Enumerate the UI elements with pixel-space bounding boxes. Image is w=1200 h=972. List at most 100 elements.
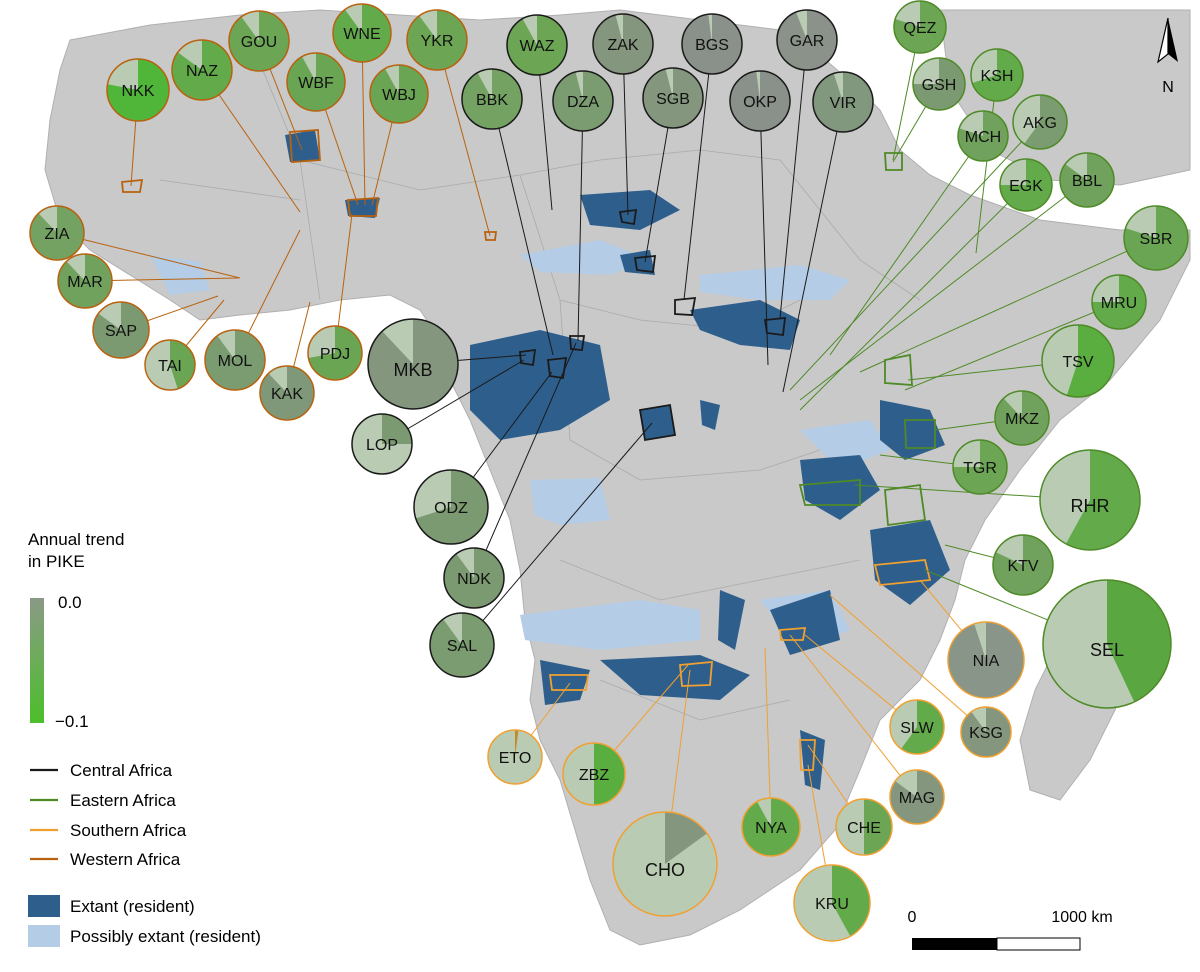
- nia-site-label: NIA: [973, 653, 1000, 670]
- bbk-site-label: BBK: [476, 92, 508, 109]
- mru-site-label: MRU: [1101, 295, 1137, 312]
- qez-site-label: QEZ: [904, 20, 937, 37]
- vir-pie-slice: [833, 72, 843, 102]
- egk-pie-ring: [999, 158, 1053, 212]
- gou-site-label: GOU: [241, 34, 277, 51]
- zia-site-label: ZIA: [45, 226, 70, 243]
- cho-site-pie: CHO: [612, 811, 718, 917]
- bgs-pie-slice: [708, 14, 712, 44]
- bbk-pie-slice: [477, 69, 492, 99]
- zak-site-label: ZAK: [607, 37, 638, 54]
- nya-leader-line: [764, 647, 772, 828]
- mag-pie-ring: [889, 769, 945, 825]
- sgb-site-pie: SGB: [642, 67, 704, 129]
- okp-pie-ring: [729, 70, 791, 132]
- wbf-site-label: WBF: [298, 75, 334, 92]
- north-label: N: [1162, 79, 1174, 96]
- wne-site-pie: WNE: [332, 3, 392, 63]
- sap-site-label: SAP: [105, 323, 137, 340]
- che-pie-slice: [836, 799, 864, 855]
- tai-site-label: TAI: [158, 358, 182, 375]
- mch-pie-ring: [957, 110, 1009, 162]
- ktv-pie-ring: [992, 534, 1054, 596]
- slw-pie-ring: [889, 699, 945, 755]
- ykr-site-pie: YKR: [406, 9, 468, 71]
- akg-site-pie: AKG: [1012, 94, 1068, 150]
- wne-pie-slice: [344, 4, 362, 33]
- ykr-pie-ring: [406, 9, 468, 71]
- zbz-pie-slice: [563, 743, 594, 805]
- ksg-leader-line: [829, 594, 987, 733]
- eastern-africa-label: Eastern Africa: [70, 791, 176, 810]
- naz-site-label: NAZ: [186, 63, 218, 80]
- gar-site-label: GAR: [790, 33, 825, 50]
- okp-site-label: OKP: [743, 94, 777, 111]
- sgb-site-label: SGB: [656, 91, 690, 108]
- cho-pie-slice: [613, 812, 718, 916]
- sal-site-label: SAL: [447, 638, 477, 655]
- gar-leader-line: [779, 39, 808, 319]
- kru-site-pie: KRU: [793, 864, 871, 942]
- mag-pie-slice: [895, 770, 917, 797]
- site-pies: NKK NAZ GOU WNE YKR WBF WBJ ZIA MAR SAP TAI MOL PDJ K…: [29, 0, 1189, 942]
- waz-pie-ring: [506, 14, 568, 76]
- lop-pie-ring: [351, 413, 413, 475]
- sbr-site-pie: SBR: [1123, 205, 1189, 271]
- mol-site-label: MOL: [218, 353, 253, 370]
- ndk-pie-ring: [443, 547, 505, 609]
- naz-pie-ring: [171, 39, 233, 101]
- mru-leader-line: [904, 301, 1120, 391]
- north-arrow: N: [1157, 17, 1178, 96]
- dza-pie-slice: [575, 71, 583, 101]
- eto-pie-ring: [487, 729, 543, 785]
- ykr-pie-slice: [419, 10, 437, 40]
- southern-africa-label: Southern Africa: [70, 821, 187, 840]
- legend: Annual trend in PIKE 0.0 −0.1 Central Af…: [28, 530, 261, 947]
- wbj-pie-ring: [369, 64, 429, 124]
- nya-pie-slice: [757, 797, 771, 827]
- nia-pie-ring: [947, 621, 1025, 699]
- zia-site-pie: ZIA: [29, 205, 85, 261]
- possibly-extant-label: Possibly extant (resident): [70, 927, 261, 946]
- mru-pie-slice: [1092, 275, 1119, 302]
- trend-color-scale: [30, 598, 44, 723]
- pdj-site-pie: PDJ: [307, 325, 363, 381]
- scale-start-label: 0: [908, 909, 917, 926]
- rhr-pie-ring: [1039, 449, 1141, 551]
- nya-pie-ring: [741, 797, 801, 857]
- rhr-site-pie: RHR: [1039, 449, 1141, 551]
- sal-site-pie: SAL: [429, 612, 495, 678]
- extant-label: Extant (resident): [70, 897, 195, 916]
- okp-site-pie: OKP: [729, 70, 791, 132]
- ksg-site-label: KSG: [969, 725, 1003, 742]
- scale-bar-light-segment: [996, 937, 1081, 951]
- kru-pie-slice: [794, 865, 851, 942]
- vir-leader-line: [782, 101, 844, 393]
- tai-site-pie: TAI: [144, 339, 196, 391]
- tsv-site-label: TSV: [1062, 354, 1093, 371]
- kak-site-pie: KAK: [259, 365, 315, 421]
- slw-site-pie: SLW: [889, 699, 945, 755]
- ndk-pie-slice: [456, 548, 474, 578]
- eto-site-pie: ETO: [487, 729, 543, 785]
- kak-site-label: KAK: [271, 386, 303, 403]
- bbk-pie-ring: [461, 68, 523, 130]
- sel-site-pie: SEL: [1042, 579, 1172, 709]
- sel-pie-slice: [1043, 580, 1135, 708]
- okp-leader-line: [759, 100, 769, 366]
- odz-pie-ring: [413, 469, 489, 545]
- nya-site-label: NYA: [755, 820, 787, 837]
- rhr-pie-slice: [1040, 450, 1090, 544]
- wne-pie-ring: [332, 3, 392, 63]
- gsh-site-label: GSH: [922, 77, 957, 94]
- ksg-pie-slice: [971, 707, 986, 732]
- dza-leader-line: [577, 100, 584, 342]
- tgr-pie-slice: [953, 440, 980, 467]
- che-pie-ring: [835, 798, 893, 856]
- kak-pie-slice: [268, 366, 287, 393]
- nkk-site-pie: NKK: [106, 58, 170, 122]
- ykr-site-label: YKR: [421, 33, 454, 50]
- qez-site-pie: QEZ: [893, 0, 947, 54]
- slw-site-label: SLW: [900, 720, 934, 737]
- vir-pie-ring: [812, 71, 874, 133]
